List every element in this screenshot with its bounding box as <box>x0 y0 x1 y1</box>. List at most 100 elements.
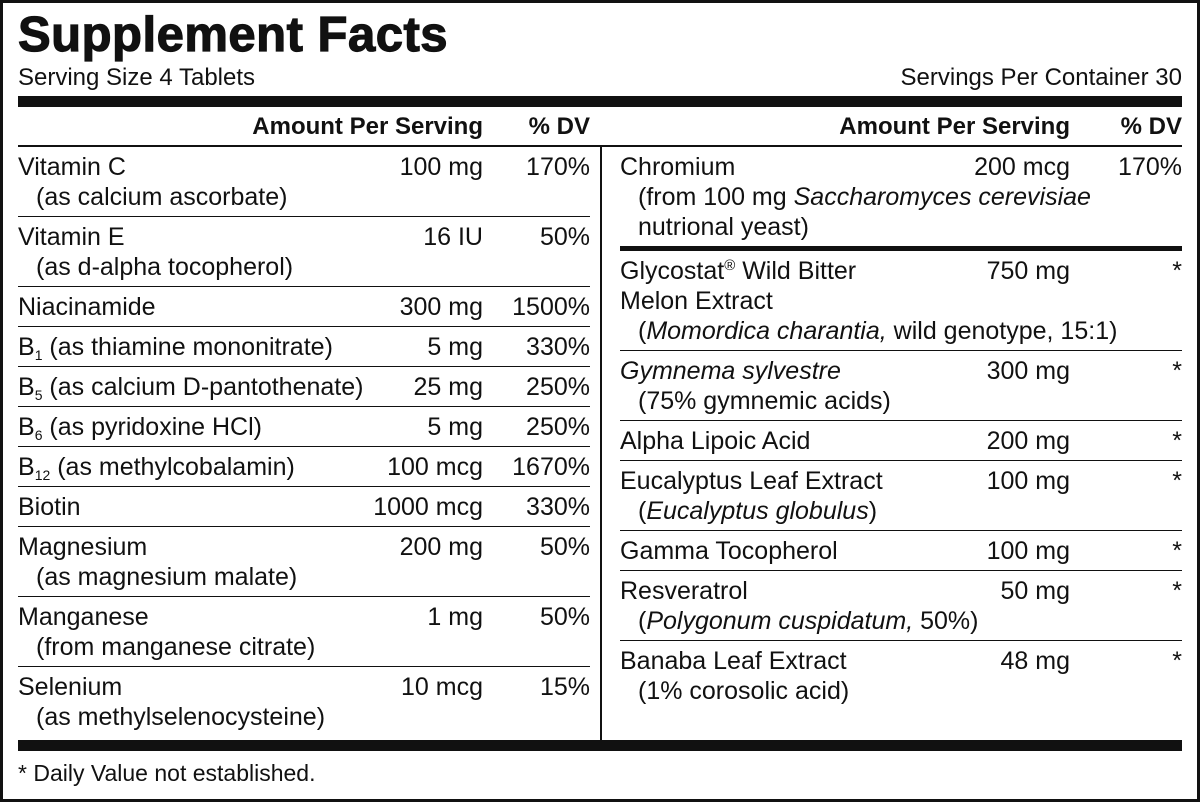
dv-header: % DV <box>528 113 590 140</box>
amount-header: Amount Per Serving <box>252 113 483 140</box>
nutrient-name: Manganese <box>18 602 427 632</box>
amount: 100 mg <box>399 153 483 181</box>
daily-value: 330% <box>526 493 590 521</box>
text: Selenium <box>18 673 123 701</box>
amount: 100 mcg <box>387 453 483 481</box>
row-main: Biotin 1000 mcg 330% <box>18 492 590 522</box>
nutrient-source: (from manganese citrate) <box>18 632 590 662</box>
name-line: B1 (as thiamine mononitrate) <box>18 332 427 362</box>
text: Manganese <box>18 603 149 631</box>
nutrient-name: Gamma Tocopherol <box>620 536 987 566</box>
title: Supplement Facts <box>17 7 449 62</box>
name-line: Manganese <box>18 602 427 632</box>
text: (as pyridoxine HCl) <box>42 413 262 441</box>
nutrient-source: (from 100 mg Saccharomyces cerevisiae nut… <box>620 182 1182 242</box>
daily-value: 50% <box>539 533 590 561</box>
text: 50%) <box>913 607 979 635</box>
row-main: Glycostat® Wild Bitter Melon Extract 750 m… <box>620 256 1182 316</box>
text: (as calcium D-pantothenate) <box>42 373 364 401</box>
daily-value: * <box>1172 257 1182 285</box>
source-line: (as calcium ascorbate) <box>36 182 590 212</box>
name-line: Chromium <box>620 152 974 182</box>
nutrient-source: (Momordica charantia, wild genotype, 15:… <box>620 316 1182 346</box>
amount: 300 mg <box>986 357 1070 385</box>
source-line: (Polygonum cuspidatum, 50%) <box>638 606 1182 636</box>
name-line: Resveratrol <box>620 576 1001 606</box>
text: ( <box>638 607 647 635</box>
row-main: B5 (as calcium D-pantothenate) 25 mg 250% <box>18 372 590 402</box>
thick-rule <box>18 96 1182 107</box>
nutrient-row: Gamma Tocopherol 100 mg * <box>620 531 1182 571</box>
name-line: Melon Extract <box>620 286 987 316</box>
source-line: (as magnesium malate) <box>36 562 590 592</box>
source-line: (75% gymnemic acids) <box>638 386 1182 416</box>
text: Magnesium <box>18 533 148 561</box>
subscript: 1 <box>34 347 43 363</box>
text: (as methylselenocysteine) <box>36 703 326 731</box>
nutrient-row: Vitamin C 100 mg 170% (as calcium ascorbate… <box>18 147 590 217</box>
text: Niacinamide <box>18 293 156 321</box>
daily-value: 50% <box>539 223 590 251</box>
source-line: nutrional yeast) <box>638 212 1182 242</box>
text: B <box>18 413 35 441</box>
daily-value: 170% <box>526 153 590 181</box>
text: Vitamin E <box>18 223 125 251</box>
row-main: Eucalyptus Leaf Extract 100 mg * <box>620 466 1182 496</box>
text: B <box>18 333 35 361</box>
daily-value: * <box>1172 577 1182 605</box>
amount: 100 mg <box>986 537 1070 565</box>
row-main: Banaba Leaf Extract 48 mg * <box>620 646 1182 676</box>
column-header: Amount Per Serving % DV Amount Per Servi… <box>18 107 1182 147</box>
amount: 200 mcg <box>974 153 1070 181</box>
name-line: Alpha Lipoic Acid <box>620 426 987 456</box>
left-header: Amount Per Serving % DV <box>18 107 600 145</box>
serving-info: Serving Size 4 Tablets Servings Per Cont… <box>18 60 1182 96</box>
nutrient-source: (as magnesium malate) <box>18 562 590 592</box>
nutrient-name: Glycostat® Wild Bitter Melon Extract <box>620 256 987 316</box>
facts-body: Vitamin C 100 mg 170% (as calcium ascorbate… <box>18 147 1182 740</box>
amount: 16 IU <box>423 223 483 251</box>
italic-text: Polygonum cuspidatum, <box>646 607 914 635</box>
nutrient-name: Eucalyptus Leaf Extract <box>620 466 987 496</box>
text: Eucalyptus Leaf Extract <box>620 467 883 495</box>
source-line: (Eucalyptus globulus) <box>638 496 1182 526</box>
italic-text: Gymnema sylvestre <box>620 357 841 385</box>
right-header: Amount Per Serving % DV <box>600 107 1182 145</box>
row-main: Alpha Lipoic Acid 200 mg * <box>620 426 1182 456</box>
nutrient-row: Banaba Leaf Extract 48 mg * (1% corosolic a… <box>620 641 1182 710</box>
name-line: Banaba Leaf Extract <box>620 646 1001 676</box>
nutrient-row: Gymnema sylvestre 300 mg * (75% gymnemic ac… <box>620 351 1182 421</box>
daily-value: * <box>1172 537 1182 565</box>
source-line: (as d-alpha tocopherol) <box>36 252 590 282</box>
name-line: Vitamin E <box>18 222 423 252</box>
right-column: Chromium 200 mcg 170% (from 100 mg Saccharo… <box>600 147 1182 740</box>
text: Glycostat <box>620 257 725 285</box>
name-line: Gamma Tocopherol <box>620 536 987 566</box>
name-line: Vitamin C <box>18 152 400 182</box>
source-line: (from manganese citrate) <box>36 632 590 662</box>
name-line: Eucalyptus Leaf Extract <box>620 466 987 496</box>
italic-text: Eucalyptus globulus <box>646 497 869 525</box>
text: B <box>18 453 35 481</box>
left-column: Vitamin C 100 mg 170% (as calcium ascorbate… <box>18 147 600 740</box>
amount: 750 mg <box>986 257 1070 285</box>
nutrient-name: B12 (as methylcobalamin) <box>18 452 387 482</box>
name-line: Glycostat® Wild Bitter <box>620 256 987 286</box>
daily-value: 330% <box>526 333 590 361</box>
source-line: (as methylselenocysteine) <box>36 702 590 732</box>
nutrient-name: Gymnema sylvestre <box>620 356 987 386</box>
daily-value: 250% <box>526 413 590 441</box>
text: Banaba Leaf Extract <box>620 647 847 675</box>
amount: 300 mg <box>399 293 483 321</box>
nutrient-name: Vitamin E <box>18 222 423 252</box>
amount: 10 mcg <box>401 673 483 701</box>
row-main: Selenium 10 mcg 15% <box>18 672 590 702</box>
text: Biotin <box>18 493 81 521</box>
daily-value: 15% <box>539 673 590 701</box>
amount: 5 mg <box>427 333 483 361</box>
nutrient-row: Manganese 1 mg 50% (from manganese citrate) <box>18 597 590 667</box>
amount-header: Amount Per Serving <box>839 113 1070 140</box>
text: (75% gymnemic acids) <box>638 387 891 415</box>
text: Melon Extract <box>620 287 773 315</box>
daily-value: * <box>1172 467 1182 495</box>
